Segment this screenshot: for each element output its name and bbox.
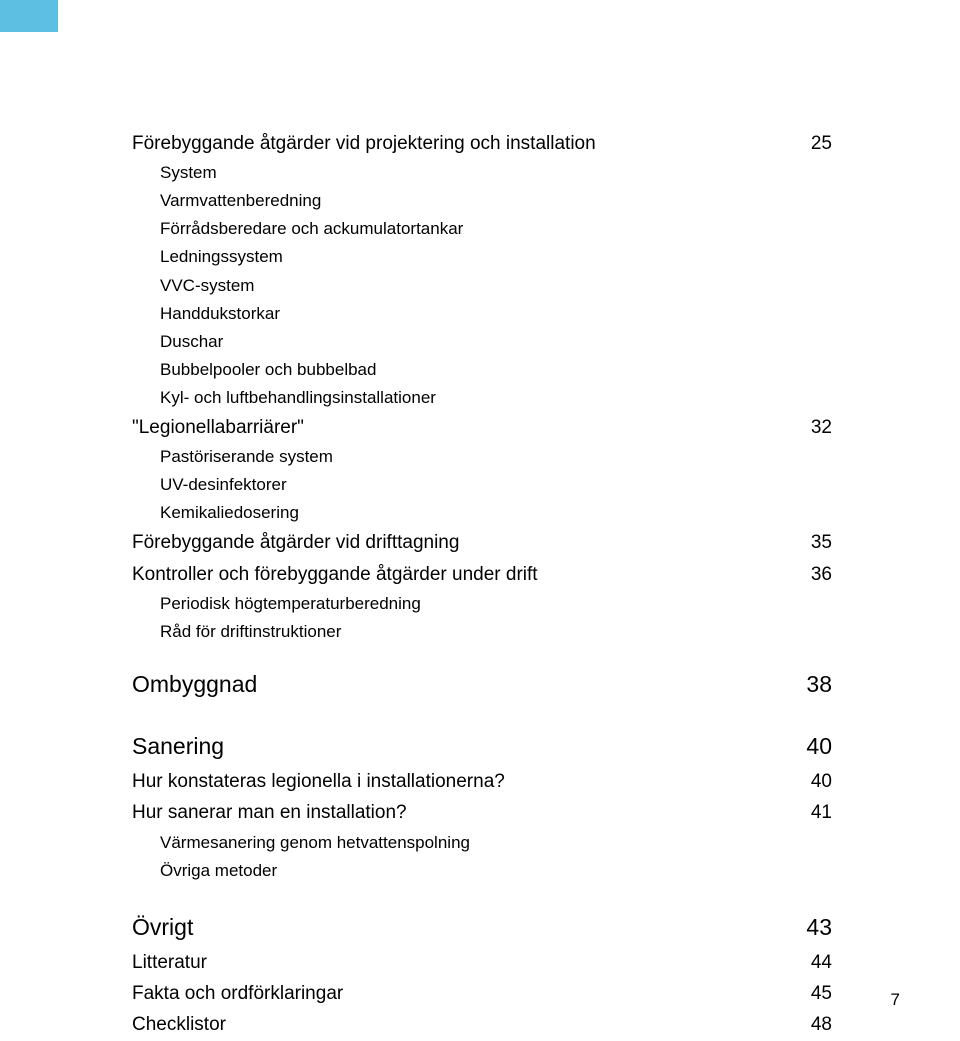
- toc-subentry: Värmesanering genom hetvattenspolning: [132, 829, 832, 857]
- toc-content: Förebyggande åtgärder vid projektering o…: [132, 128, 832, 1041]
- toc-subentry: Pastöriserande system: [132, 443, 832, 471]
- toc-sublabel: Pastöriserande system: [160, 443, 333, 471]
- toc-label: Litteratur: [132, 947, 207, 978]
- toc-subentry: System: [132, 159, 832, 187]
- toc-sublabel: Kyl- och luftbehandlingsinstallationer: [160, 384, 436, 412]
- toc-sublabel: Duschar: [160, 328, 223, 356]
- toc-sublabel: Värmesanering genom hetvattenspolning: [160, 829, 470, 857]
- toc-entry: Förebyggande åtgärder vid projektering o…: [132, 128, 832, 159]
- toc-section: Övrigt 43: [132, 909, 832, 947]
- toc-section: Ombyggnad 38: [132, 666, 832, 704]
- toc-subentry: Råd för driftinstruktioner: [132, 618, 832, 646]
- toc-label: Förebyggande åtgärder vid drifttagning: [132, 527, 459, 558]
- toc-label: Hur konstateras legionella i installatio…: [132, 766, 505, 797]
- toc-entry: Fakta och ordförklaringar 45: [132, 978, 832, 1009]
- toc-subentry: Övriga metoder: [132, 857, 832, 885]
- toc-page: 25: [811, 128, 832, 159]
- toc-page: 44: [811, 947, 832, 978]
- toc-page: 41: [811, 797, 832, 828]
- toc-entry: Förebyggande åtgärder vid drifttagning 3…: [132, 527, 832, 558]
- toc-section: Sanering 40: [132, 728, 832, 766]
- toc-subentry: VVC-system: [132, 272, 832, 300]
- toc-subentry: Kyl- och luftbehandlingsinstallationer: [132, 384, 832, 412]
- toc-subentry: Kemikaliedosering: [132, 499, 832, 527]
- toc-entry: Litteratur 44: [132, 947, 832, 978]
- toc-section-label: Övrigt: [132, 909, 193, 947]
- toc-subentry: Förrådsberedare och ackumulatortankar: [132, 215, 832, 243]
- toc-page: 48: [811, 1009, 832, 1040]
- toc-sublabel: Övriga metoder: [160, 857, 277, 885]
- toc-label: "Legionellabarriärer": [132, 412, 304, 443]
- toc-page: 36: [811, 559, 832, 590]
- toc-section-page: 43: [806, 909, 832, 947]
- toc-subentry: Periodisk högtemperaturberedning: [132, 590, 832, 618]
- toc-subentry: Varmvattenberedning: [132, 187, 832, 215]
- toc-page: 45: [811, 978, 832, 1009]
- toc-sublabel: UV-desinfektorer: [160, 471, 287, 499]
- toc-page: 35: [811, 527, 832, 558]
- toc-entry: Kontroller och förebyggande åtgärder und…: [132, 559, 832, 590]
- toc-sublabel: Förrådsberedare och ackumulatortankar: [160, 215, 463, 243]
- toc-sublabel: Ledningssystem: [160, 243, 283, 271]
- toc-entry: Hur konstateras legionella i installatio…: [132, 766, 832, 797]
- page: Förebyggande åtgärder vid projektering o…: [0, 0, 960, 1034]
- blue-tab: [0, 0, 58, 32]
- toc-label: Checklistor: [132, 1009, 226, 1040]
- toc-entry: "Legionellabarriärer" 32: [132, 412, 832, 443]
- toc-entry: Checklistor 48: [132, 1009, 832, 1040]
- toc-subentry: Ledningssystem: [132, 243, 832, 271]
- toc-sublabel: Varmvattenberedning: [160, 187, 321, 215]
- toc-subentry: UV-desinfektorer: [132, 471, 832, 499]
- toc-sublabel: Kemikaliedosering: [160, 499, 299, 527]
- toc-section-page: 38: [806, 666, 832, 704]
- toc-subentry: Handdukstorkar: [132, 300, 832, 328]
- toc-sublabel: System: [160, 159, 217, 187]
- toc-sublabel: Bubbelpooler och bubbelbad: [160, 356, 376, 384]
- toc-entry: Hur sanerar man en installation? 41: [132, 797, 832, 828]
- toc-label: Kontroller och förebyggande åtgärder und…: [132, 559, 538, 590]
- toc-sublabel: VVC-system: [160, 272, 254, 300]
- toc-label: Förebyggande åtgärder vid projektering o…: [132, 128, 596, 159]
- toc-section-label: Sanering: [132, 728, 224, 766]
- toc-page: 40: [811, 766, 832, 797]
- footer-page-number: 7: [891, 990, 900, 1010]
- toc-subentry: Duschar: [132, 328, 832, 356]
- toc-page: 32: [811, 412, 832, 443]
- toc-section-label: Ombyggnad: [132, 666, 257, 704]
- toc-label: Hur sanerar man en installation?: [132, 797, 407, 828]
- toc-label: Fakta och ordförklaringar: [132, 978, 343, 1009]
- toc-sublabel: Periodisk högtemperaturberedning: [160, 590, 421, 618]
- toc-sublabel: Råd för driftinstruktioner: [160, 618, 341, 646]
- toc-section-page: 40: [806, 728, 832, 766]
- toc-subentry: Bubbelpooler och bubbelbad: [132, 356, 832, 384]
- toc-sublabel: Handdukstorkar: [160, 300, 280, 328]
